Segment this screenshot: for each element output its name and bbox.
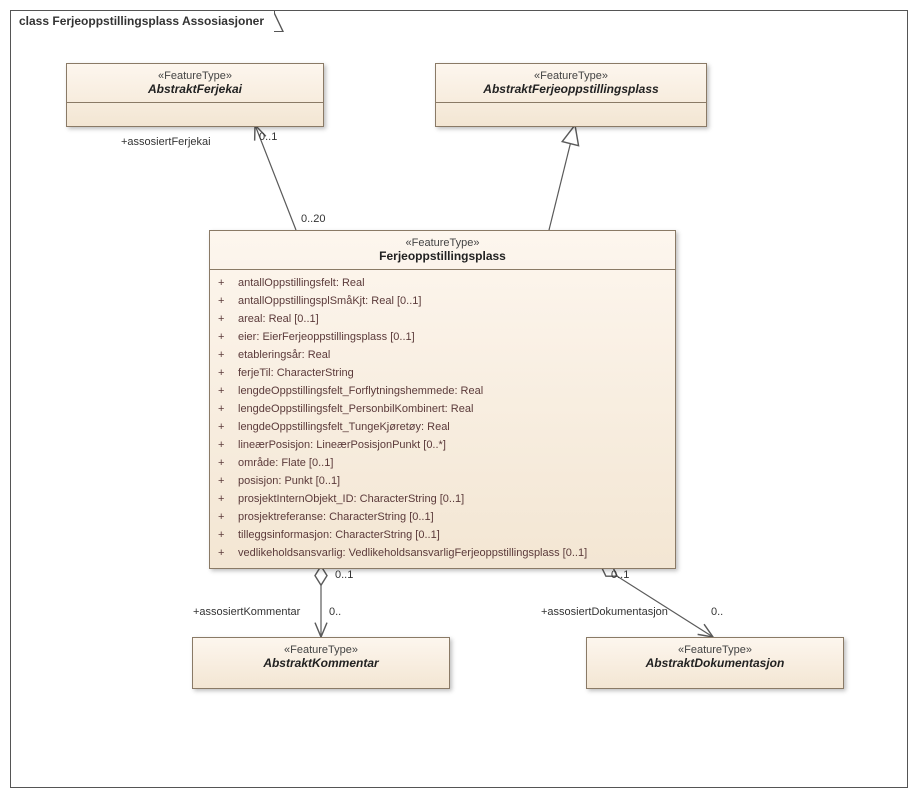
attribute-row: + antallOppstillingsplSmåKjt: Real [0..1] — [218, 292, 667, 310]
attribute-text: ferjeTil: CharacterString — [238, 364, 354, 382]
mult-kommentar-end: 0.. — [329, 606, 341, 618]
visibility-marker: + — [218, 490, 228, 508]
role-assosiert-kommentar: +assosiertKommentar — [193, 606, 300, 618]
visibility-marker: + — [218, 472, 228, 490]
attribute-row: + areal: Real [0..1] — [218, 310, 667, 328]
attribute-row: + etableringsår: Real — [218, 346, 667, 364]
stereotype-label: «FeatureType» — [75, 70, 315, 82]
class-name: AbstraktDokumentasjon — [595, 656, 835, 670]
class-ferjeoppstillingsplass[interactable]: «FeatureType» Ferjeoppstillingsplass + an… — [209, 230, 676, 569]
class-name: AbstraktFerjeoppstillingsplass — [444, 82, 698, 96]
attribute-row: + posisjon: Punkt [0..1] — [218, 472, 667, 490]
mult-ferjekai-start: 0..20 — [301, 213, 325, 225]
visibility-marker: + — [218, 436, 228, 454]
diagram-canvas: «FeatureType» AbstraktFerjekai «FeatureT… — [11, 11, 907, 787]
attribute-row: + antallOppstillingsfelt: Real — [218, 274, 667, 292]
attribute-row: + lengdeOppstillingsfelt_Forflytningshemm… — [218, 382, 667, 400]
visibility-marker: + — [218, 310, 228, 328]
attribute-row: + område: Flate [0..1] — [218, 454, 667, 472]
attribute-text: lineærPosisjon: LineærPosisjonPunkt [0..… — [238, 436, 446, 454]
attribute-text: område: Flate [0..1] — [238, 454, 333, 472]
attribute-text: eier: EierFerjeoppstillingsplass [0..1] — [238, 328, 415, 346]
attribute-text: tilleggsinformasjon: CharacterString [0.… — [238, 526, 440, 544]
attribute-text: antallOppstillingsfelt: Real — [238, 274, 365, 292]
role-assosiert-ferjekai: +assosiertFerjekai — [121, 136, 211, 148]
class-abstrakt-kommentar[interactable]: «FeatureType» AbstraktKommentar — [192, 637, 450, 689]
visibility-marker: + — [218, 382, 228, 400]
attribute-text: etableringsår: Real — [238, 346, 330, 364]
visibility-marker: + — [218, 508, 228, 526]
visibility-marker: + — [218, 526, 228, 544]
class-header: «FeatureType» AbstraktKommentar — [193, 638, 449, 676]
visibility-marker: + — [218, 274, 228, 292]
class-header: «FeatureType» AbstraktDokumentasjon — [587, 638, 843, 676]
attribute-row: + vedlikeholdsansvarlig: Vedlikeholdsansv… — [218, 544, 667, 562]
visibility-marker: + — [218, 418, 228, 436]
class-abstrakt-ferjekai[interactable]: «FeatureType» AbstraktFerjekai — [66, 63, 324, 127]
mult-ferjekai-end: 0..1 — [259, 131, 277, 143]
visibility-marker: + — [218, 346, 228, 364]
stereotype-label: «FeatureType» — [595, 644, 835, 656]
attribute-text: antallOppstillingsplSmåKjt: Real [0..1] — [238, 292, 421, 310]
diagram-frame: class Ferjeoppstillingsplass Assosiasjon… — [10, 10, 908, 788]
stereotype-label: «FeatureType» — [201, 644, 441, 656]
stereotype-label: «FeatureType» — [218, 237, 667, 249]
attribute-text: posisjon: Punkt [0..1] — [238, 472, 340, 490]
class-header: «FeatureType» AbstraktFerjekai — [67, 64, 323, 103]
visibility-marker: + — [218, 454, 228, 472]
class-header: «FeatureType» Ferjeoppstillingsplass — [210, 231, 675, 270]
class-name: AbstraktKommentar — [201, 656, 441, 670]
visibility-marker: + — [218, 292, 228, 310]
attribute-text: vedlikeholdsansvarlig: Vedlikeholdsansva… — [238, 544, 587, 562]
attribute-text: lengdeOppstillingsfelt_PersonbilKombiner… — [238, 400, 473, 418]
attribute-row: + prosjektInternObjekt_ID: CharacterStrin… — [218, 490, 667, 508]
edge-generalization — [549, 125, 575, 230]
attribute-text: lengdeOppstillingsfelt_TungeKjøretøy: Re… — [238, 418, 450, 436]
class-header: «FeatureType» AbstraktFerjeoppstillingsp… — [436, 64, 706, 103]
attribute-text: prosjektreferanse: CharacterString [0..1… — [238, 508, 434, 526]
mult-kommentar-start: 0..1 — [335, 569, 353, 581]
mult-dokumentasjon-start: 0..1 — [611, 569, 629, 581]
attribute-text: prosjektInternObjekt_ID: CharacterString… — [238, 490, 464, 508]
class-abstrakt-dokumentasjon[interactable]: «FeatureType» AbstraktDokumentasjon — [586, 637, 844, 689]
stereotype-label: «FeatureType» — [444, 70, 698, 82]
class-name: Ferjeoppstillingsplass — [218, 249, 667, 263]
attribute-row: + tilleggsinformasjon: CharacterString [0… — [218, 526, 667, 544]
attribute-row: + lengdeOppstillingsfelt_TungeKjøretøy: R… — [218, 418, 667, 436]
class-name: AbstraktFerjekai — [75, 82, 315, 96]
attribute-row: + lengdeOppstillingsfelt_PersonbilKombine… — [218, 400, 667, 418]
visibility-marker: + — [218, 364, 228, 382]
attribute-row: + lineærPosisjon: LineærPosisjonPunkt [0.… — [218, 436, 667, 454]
visibility-marker: + — [218, 400, 228, 418]
mult-dokumentasjon-end: 0.. — [711, 606, 723, 618]
attribute-row: + prosjektreferanse: CharacterString [0..… — [218, 508, 667, 526]
attribute-row: + ferjeTil: CharacterString — [218, 364, 667, 382]
attribute-text: areal: Real [0..1] — [238, 310, 319, 328]
attribute-compartment: + antallOppstillingsfelt: Real + antallOpps… — [210, 270, 675, 568]
attribute-row: + eier: EierFerjeoppstillingsplass [0..1] — [218, 328, 667, 346]
class-abstrakt-ferjeoppstillingsplass[interactable]: «FeatureType» AbstraktFerjeoppstillingsp… — [435, 63, 707, 127]
visibility-marker: + — [218, 328, 228, 346]
visibility-marker: + — [218, 544, 228, 562]
role-assosiert-dokumentasjon: +assosiertDokumentasjon — [541, 606, 668, 618]
attribute-text: lengdeOppstillingsfelt_Forflytningshemme… — [238, 382, 483, 400]
